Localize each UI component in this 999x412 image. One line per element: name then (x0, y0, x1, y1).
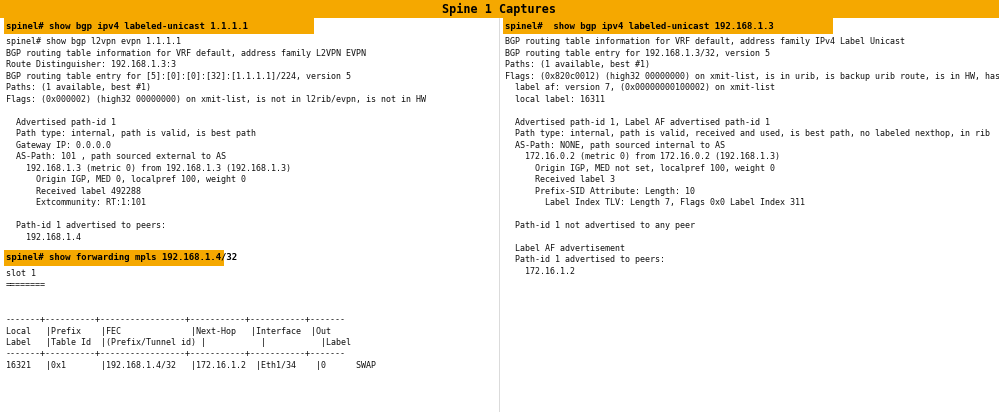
Text: Advertised path-id 1: Advertised path-id 1 (6, 117, 116, 126)
Bar (4, 250, 224, 266)
Text: Path-id 1 advertised to peers:: Path-id 1 advertised to peers: (6, 221, 166, 230)
Text: spinel# show bgp l2vpn evpn 1.1.1.1: spinel# show bgp l2vpn evpn 1.1.1.1 (6, 37, 181, 46)
Text: spinel# show bgp ipv4 labeled-unicast 1.1.1.1: spinel# show bgp ipv4 labeled-unicast 1.… (6, 21, 248, 30)
Text: Label   |Table Id  |(Prefix/Tunnel id) |           |           |Label: Label |Table Id |(Prefix/Tunnel id) | | … (6, 338, 351, 347)
Text: Gateway IP: 0.0.0.0: Gateway IP: 0.0.0.0 (6, 140, 111, 150)
Text: 16321   |0x1       |192.168.1.4/32   |172.16.1.2  |Eth1/34    |0      SWAP: 16321 |0x1 |192.168.1.4/32 |172.16.1.2 |… (6, 361, 376, 370)
Text: ========: ======== (6, 281, 46, 290)
Text: AS-Path: 101 , path sourced external to AS: AS-Path: 101 , path sourced external to … (6, 152, 226, 161)
Text: BGP routing table entry for 192.168.1.3/32, version 5: BGP routing table entry for 192.168.1.3/… (505, 49, 770, 58)
Text: Path type: internal, path is valid, is best path: Path type: internal, path is valid, is b… (6, 129, 256, 138)
Text: BGP routing table entry for [5]:[0]:[0]:[32]:[1.1.1.1]/224, version 5: BGP routing table entry for [5]:[0]:[0]:… (6, 72, 351, 80)
Text: Origin IGP, MED 0, localpref 100, weight 0: Origin IGP, MED 0, localpref 100, weight… (6, 175, 246, 184)
Text: BGP routing table information for VRF default, address family IPv4 Label Unicast: BGP routing table information for VRF de… (505, 37, 905, 46)
Text: Local   |Prefix    |FEC              |Next-Hop   |Interface  |Out: Local |Prefix |FEC |Next-Hop |Interface … (6, 326, 331, 335)
Text: Paths: (1 available, best #1): Paths: (1 available, best #1) (6, 83, 151, 92)
Text: local label: 16311: local label: 16311 (505, 94, 605, 103)
Text: spinel# show forwarding mpls 192.168.1.4/32: spinel# show forwarding mpls 192.168.1.4… (6, 253, 237, 262)
Text: Received label 492288: Received label 492288 (6, 187, 141, 196)
Bar (0, 0, 999, 18)
Text: Path-id 1 not advertised to any peer: Path-id 1 not advertised to any peer (505, 221, 695, 230)
Text: Flags: (0x820c0012) (high32 00000000) on xmit-list, is in urib, is backup urib r: Flags: (0x820c0012) (high32 00000000) on… (505, 72, 999, 80)
Text: Label Index TLV: Length 7, Flags 0x0 Label Index 311: Label Index TLV: Length 7, Flags 0x0 Lab… (505, 198, 805, 207)
Text: Route Distinguisher: 192.168.1.3:3: Route Distinguisher: 192.168.1.3:3 (6, 60, 176, 69)
Bar (4, 18, 314, 34)
Text: -------+----------+-----------------+-----------+-----------+-------: -------+----------+-----------------+---… (6, 315, 346, 324)
Text: 172.16.0.2 (metric 0) from 172.16.0.2 (192.168.1.3): 172.16.0.2 (metric 0) from 172.16.0.2 (1… (505, 152, 780, 161)
Text: 192.168.1.4: 192.168.1.4 (6, 232, 81, 241)
Text: spinel#  show bgp ipv4 labeled-unicast 192.168.1.3: spinel# show bgp ipv4 labeled-unicast 19… (505, 21, 774, 30)
Text: Paths: (1 available, best #1): Paths: (1 available, best #1) (505, 60, 650, 69)
Text: Extcommunity: RT:1:101: Extcommunity: RT:1:101 (6, 198, 146, 207)
Text: 192.168.1.3 (metric 0) from 192.168.1.3 (192.168.1.3): 192.168.1.3 (metric 0) from 192.168.1.3 … (6, 164, 291, 173)
Text: slot 1: slot 1 (6, 269, 36, 278)
Text: BGP routing table information for VRF default, address family L2VPN EVPN: BGP routing table information for VRF de… (6, 49, 366, 58)
Text: Flags: (0x000002) (high32 00000000) on xmit-list, is not in l2rib/evpn, is not i: Flags: (0x000002) (high32 00000000) on x… (6, 94, 426, 103)
Text: AS-Path: NONE, path sourced internal to AS: AS-Path: NONE, path sourced internal to … (505, 140, 725, 150)
Bar (503, 18, 833, 34)
Text: 172.16.1.2: 172.16.1.2 (505, 267, 575, 276)
Text: Advertised path-id 1, Label AF advertised path-id 1: Advertised path-id 1, Label AF advertise… (505, 117, 770, 126)
Text: Path-id 1 advertised to peers:: Path-id 1 advertised to peers: (505, 255, 665, 265)
Text: -------+----------+-----------------+-----------+-----------+-------: -------+----------+-----------------+---… (6, 349, 346, 358)
Text: Prefix-SID Attribute: Length: 10: Prefix-SID Attribute: Length: 10 (505, 187, 695, 196)
Text: Received label 3: Received label 3 (505, 175, 615, 184)
Text: Path type: internal, path is valid, received and used, is best path, no labeled : Path type: internal, path is valid, rece… (505, 129, 990, 138)
Text: label af: version 7, (0x00000000100002) on xmit-list: label af: version 7, (0x00000000100002) … (505, 83, 775, 92)
Text: Origin IGP, MED not set, localpref 100, weight 0: Origin IGP, MED not set, localpref 100, … (505, 164, 775, 173)
Text: Label AF advertisement: Label AF advertisement (505, 244, 625, 253)
Text: Spine 1 Captures: Spine 1 Captures (443, 2, 556, 16)
